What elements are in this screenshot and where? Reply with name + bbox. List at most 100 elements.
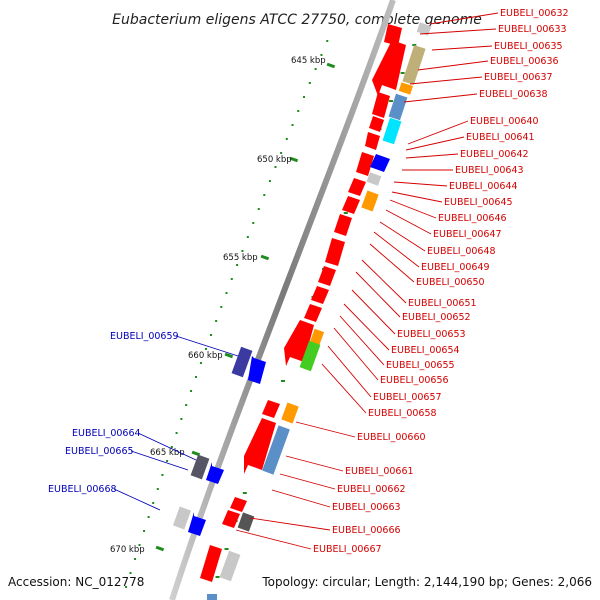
- gc-dot: [314, 68, 317, 70]
- gene-arrow: [311, 286, 329, 304]
- gc-dot: [326, 40, 329, 42]
- leader-line: [431, 45, 493, 51]
- gene-label-eubeli_00638[interactable]: EUBELI_00638: [479, 89, 548, 100]
- gc-dot: [242, 492, 247, 494]
- gene-arrow: [284, 320, 314, 366]
- gene-arrow: [188, 512, 206, 536]
- leader-line: [295, 421, 356, 438]
- gene-label-eubeli_00663[interactable]: EUBELI_00663: [332, 502, 401, 513]
- scale-tick: [191, 450, 201, 457]
- gc-dot: [246, 236, 249, 238]
- gc-dot: [400, 72, 405, 74]
- gene-label-eubeli_00658[interactable]: EUBELI_00658: [368, 408, 437, 419]
- gene-label-eubeli_00660[interactable]: EUBELI_00660: [357, 432, 426, 443]
- gc-dot: [252, 222, 255, 224]
- gene-label-eubeli_00648[interactable]: EUBELI_00648: [427, 246, 496, 257]
- leader-line: [409, 76, 483, 85]
- gene-label-eubeli_00643[interactable]: EUBELI_00643: [455, 165, 524, 176]
- gene-label-eubeli_00651[interactable]: EUBELI_00651: [408, 298, 477, 309]
- gc-dot: [285, 138, 288, 140]
- topology-text: Topology: circular; Length: 2,144,190 bp…: [261, 575, 592, 589]
- leader-line: [361, 259, 407, 304]
- gene-block: [219, 550, 241, 582]
- gc-dot: [280, 380, 285, 382]
- gc-dot: [308, 82, 311, 84]
- gene-block: [231, 346, 253, 378]
- gene-label-eubeli_00642[interactable]: EUBELI_00642: [460, 149, 529, 160]
- scale-tick: [155, 545, 165, 552]
- scale-label-665: 665 kbp: [150, 448, 185, 458]
- gene-label-eubeli_00641[interactable]: EUBELI_00641: [466, 132, 535, 143]
- gene-label-eubeli_00653[interactable]: EUBELI_00653: [397, 329, 466, 340]
- gc-dot: [147, 516, 150, 518]
- gc-dot: [194, 376, 197, 378]
- gene-arrow: [372, 92, 390, 118]
- gene-label-eubeli_00666[interactable]: EUBELI_00666: [332, 525, 401, 536]
- leader-line: [403, 93, 478, 103]
- gene-label-eubeli_00632[interactable]: EUBELI_00632: [500, 8, 569, 19]
- gene-label-eubeli_00656[interactable]: EUBELI_00656: [380, 375, 449, 386]
- gene-arrow: [325, 238, 345, 266]
- gc-dot: [268, 180, 271, 182]
- leader-line: [130, 450, 189, 471]
- gene-label-eubeli_00650[interactable]: EUBELI_00650: [416, 277, 485, 288]
- gc-dot: [236, 264, 239, 266]
- gene-label-eubeli_00646[interactable]: EUBELI_00646: [438, 213, 507, 224]
- gene-label-eubeli_00645[interactable]: EUBELI_00645: [444, 197, 513, 208]
- gene-label-eubeli_00668[interactable]: EUBELI_00668: [48, 484, 117, 495]
- accession-text: Accession: NC_012778: [8, 575, 144, 589]
- leader-line: [391, 191, 443, 203]
- gene-arrow: [356, 152, 374, 176]
- gc-dot: [220, 306, 223, 308]
- gc-dot: [291, 124, 294, 126]
- gene-block: [207, 594, 217, 600]
- gene-arrow: [200, 545, 222, 582]
- gc-dot: [280, 152, 283, 154]
- gene-label-eubeli_00655[interactable]: EUBELI_00655: [386, 360, 455, 371]
- leader-line: [405, 136, 465, 151]
- leader-line: [417, 60, 489, 71]
- gene-label-eubeli_00647[interactable]: EUBELI_00647: [433, 229, 502, 240]
- leader-line: [327, 345, 372, 398]
- gene-label-eubeli_00667[interactable]: EUBELI_00667: [313, 544, 382, 555]
- gene-arrow: [318, 266, 336, 286]
- gene-block: [366, 172, 382, 186]
- gene-label-eubeli_00664[interactable]: EUBELI_00664: [72, 428, 141, 439]
- gene-label-eubeli_00654[interactable]: EUBELI_00654: [391, 345, 460, 356]
- gene-block: [237, 512, 255, 532]
- gene-label-eubeli_00661[interactable]: EUBELI_00661: [345, 466, 414, 477]
- gc-dot: [134, 558, 137, 560]
- gene-arrow: [222, 510, 240, 528]
- gene-label-eubeli_00644[interactable]: EUBELI_00644: [449, 181, 518, 192]
- leader-line: [249, 517, 331, 531]
- gene-label-eubeli_00637[interactable]: EUBELI_00637: [484, 72, 553, 83]
- leader-line: [339, 315, 385, 366]
- gene-label-eubeli_00635[interactable]: EUBELI_00635: [494, 41, 563, 52]
- gc-dot: [230, 278, 233, 280]
- leader-line: [389, 199, 437, 219]
- gene-label-eubeli_00657[interactable]: EUBELI_00657: [373, 392, 442, 403]
- gene-label-eubeli_00652[interactable]: EUBELI_00652: [402, 312, 471, 323]
- leader-line: [175, 335, 239, 357]
- gene-label-eubeli_00659[interactable]: EUBELI_00659: [110, 331, 179, 342]
- scale-label-655: 655 kbp: [223, 253, 258, 263]
- gene-block: [299, 340, 321, 372]
- gene-label-eubeli_00636[interactable]: EUBELI_00636: [490, 56, 559, 67]
- gene-block: [262, 425, 290, 475]
- gene-block: [388, 93, 408, 121]
- gc-dot: [343, 212, 348, 214]
- gene-arrow: [206, 462, 224, 484]
- gc-dot: [180, 418, 183, 420]
- leader-line: [351, 289, 396, 335]
- gene-label-eubeli_00633[interactable]: EUBELI_00633: [498, 24, 567, 35]
- scale-track: 645 kbp 650 kbp 655 kbp 660 kbp 665 kbp …: [110, 56, 336, 555]
- gene-label-eubeli_00662[interactable]: EUBELI_00662: [337, 484, 406, 495]
- gene-label-eubeli_00640[interactable]: EUBELI_00640: [470, 116, 539, 127]
- gene-block: [416, 22, 432, 36]
- gc-dot: [125, 586, 128, 588]
- gene-label-eubeli_00665[interactable]: EUBELI_00665: [65, 446, 134, 457]
- gene-label-eubeli_00649[interactable]: EUBELI_00649: [421, 262, 490, 273]
- leader-line: [343, 303, 390, 351]
- gene-arrow: [372, 40, 406, 96]
- gc-dot: [263, 194, 266, 196]
